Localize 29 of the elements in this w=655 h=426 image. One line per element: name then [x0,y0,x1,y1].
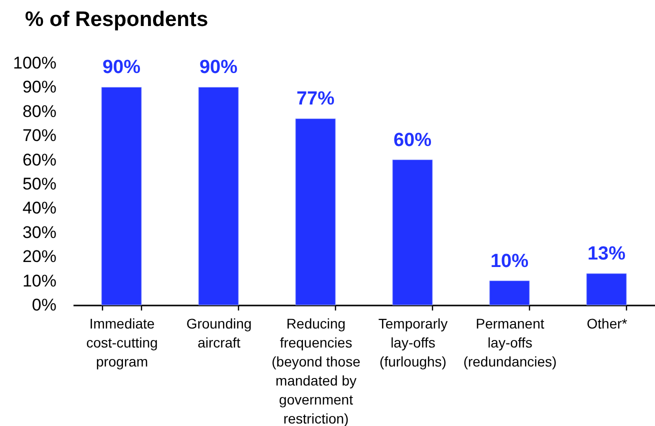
bar [198,86,239,306]
data-label: 13% [587,244,626,265]
bar [392,160,433,306]
bar [295,118,336,306]
y-tick-label: 20% [22,247,56,266]
x-tick-label: Permanent lay-offs (redundancies) [463,316,557,370]
chart-title: % of Respondents [25,8,208,31]
y-tick-label: 40% [22,198,56,218]
y-tick-label: 50% [22,174,56,194]
data-label: 90% [102,57,141,78]
y-tick-label: 80% [22,102,56,121]
y-tick-label: 90% [22,78,56,97]
bar [586,273,627,306]
x-tick-label: Temporarly lay-offs (furloughs) [378,316,448,370]
data-label: 10% [490,250,529,272]
y-tick-label: 60% [22,150,56,170]
y-tick-label: 30% [22,222,56,242]
y-tick-label: 100% [13,54,56,72]
x-tick-label: Other* [586,316,628,332]
bar [489,280,530,306]
y-tick-label: 10% [22,271,56,290]
y-tick-label: 70% [22,126,56,146]
data-label: 77% [296,88,335,110]
data-label: 90% [199,57,238,78]
x-tick-label: Immediate cost-cutting program [86,316,158,370]
bar [101,86,142,306]
y-tick-label: 0% [32,296,56,314]
x-tick-label: Grounding aircraft [186,316,252,350]
data-label: 60% [393,130,432,151]
